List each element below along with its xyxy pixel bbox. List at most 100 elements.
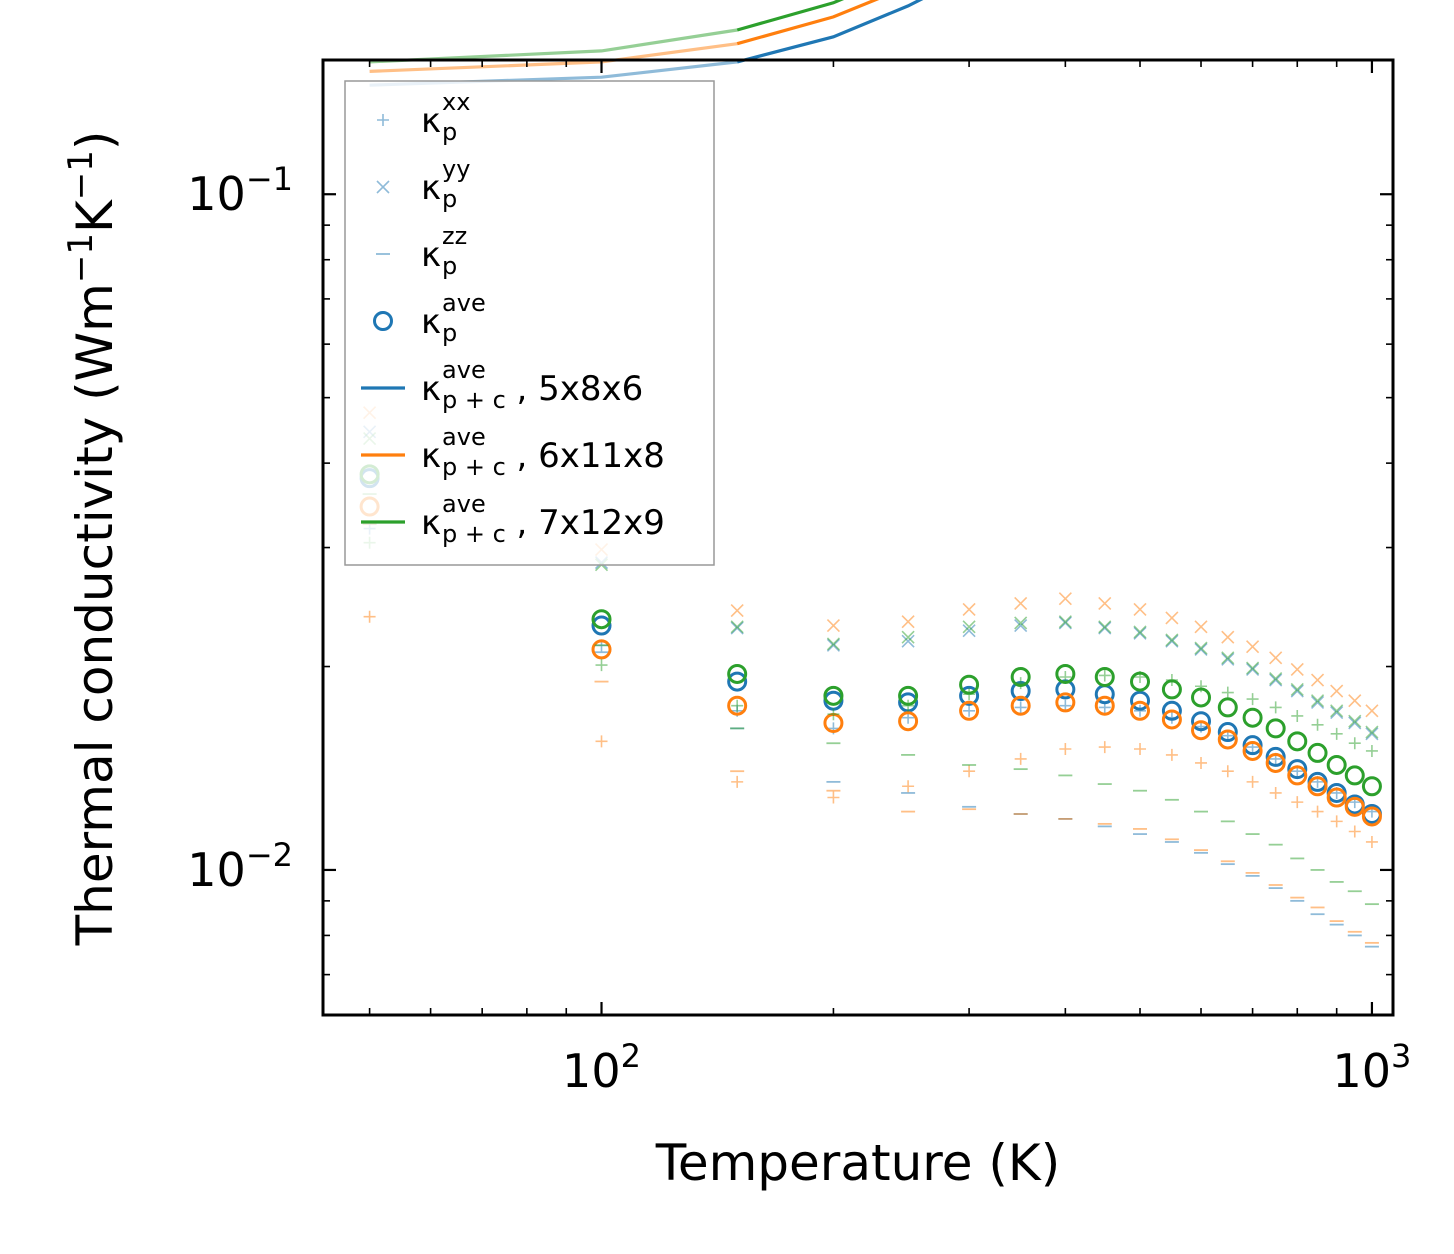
point-kyy-6x11x8-400K-shape — [1058, 592, 1072, 606]
point-kxx-7x12x9-1000K — [1365, 744, 1378, 757]
point-kyy-7x12x9-700K-shape — [1246, 661, 1260, 675]
point-kave-7x12x9-400K — [1055, 663, 1076, 684]
point-kyy-7x12x9-800K-shape — [1290, 682, 1304, 696]
point-kave-7x12x9-250K — [898, 685, 919, 706]
point-kave-5x8x6-300K-shape — [959, 685, 980, 706]
point-kave-6x11x8-600K-shape — [1191, 720, 1212, 741]
point-kave-6x11x8-100K-shape — [591, 639, 612, 660]
point-kxx-6x11x8-500K — [1134, 743, 1147, 756]
point-kave-7x12x9-900K — [1326, 754, 1347, 775]
legend-superscript: ave — [442, 356, 486, 384]
point-kxx-7x12x9-150K-shape — [731, 699, 744, 712]
point-kxx-7x12x9-100K-shape — [595, 659, 608, 672]
point-kyy-7x12x9-300K — [962, 620, 976, 634]
point-kxx-7x12x9-700K — [1246, 693, 1259, 706]
point-kyy-7x12x9-550K — [1165, 633, 1179, 647]
legend-subscript: p + c — [442, 453, 506, 481]
point-kave-7x12x9-450K — [1094, 666, 1115, 687]
point-kxx-7x12x9-150K — [731, 699, 744, 712]
point-kave-5x8x6-550K — [1161, 700, 1182, 721]
point-kyy-6x11x8-900K-shape — [1330, 684, 1344, 698]
point-kxx-6x11x8-550K-shape — [1165, 748, 1178, 761]
legend-label: κyy p — [421, 155, 470, 213]
point-kyy-7x12x9-150K — [730, 620, 744, 634]
point-kyy-6x11x8-500K — [1133, 602, 1147, 616]
point-kave-5x8x6-750K — [1265, 746, 1286, 767]
point-kxx-6x11x8-1000K — [1365, 835, 1378, 848]
point-kyy-6x11x8-650K-shape — [1221, 630, 1235, 644]
point-kxx-7x12x9-800K-shape — [1291, 709, 1304, 722]
point-kxx-7x12x9-800K — [1291, 709, 1304, 722]
y-label-exp2: −1 — [61, 150, 101, 200]
point-kave-6x11x8-500K — [1130, 700, 1151, 721]
point-kave-7x12x9-300K-shape — [959, 674, 980, 695]
point-kyy-7x12x9-900K — [1330, 704, 1344, 718]
point-kxx-6x11x8-850K-shape — [1311, 805, 1324, 818]
point-kxx-7x12x9-200K-shape — [827, 708, 840, 721]
point-kxx-6x11x8-600K-shape — [1195, 756, 1208, 769]
point-kyy-5x8x6-150K — [730, 621, 744, 635]
point-kyy-5x8x6-550K-shape — [1165, 634, 1179, 648]
point-kxx-7x12x9-950K — [1348, 737, 1361, 750]
point-kave-5x8x6-800K — [1287, 759, 1308, 780]
point-kyy-5x8x6-1000K-shape — [1365, 727, 1379, 741]
point-kyy-6x11x8-650K — [1221, 630, 1235, 644]
point-kxx-6x11x8-50K-shape — [363, 610, 376, 623]
point-kyy-6x11x8-1000K — [1365, 704, 1379, 718]
point-kave-5x8x6-800K-shape — [1287, 759, 1308, 780]
point-kyy-5x8x6-250K — [901, 634, 915, 648]
point-kave-6x11x8-500K-shape — [1130, 700, 1151, 721]
point-kyy-5x8x6-400K-shape — [1058, 616, 1072, 630]
legend-symbol: κ — [421, 235, 441, 275]
point-kyy-5x8x6-650K-shape — [1221, 652, 1235, 666]
point-kyy-6x11x8-950K — [1348, 694, 1362, 708]
point-kave-6x11x8-450K — [1094, 695, 1115, 716]
point-kxx-6x11x8-900K — [1330, 815, 1343, 828]
point-kyy-5x8x6-600K — [1194, 642, 1208, 657]
point-kyy-5x8x6-900K-shape — [1330, 705, 1344, 720]
point-kyy-5x8x6-1000K — [1365, 727, 1379, 741]
legend-superscript: zz — [442, 222, 467, 250]
legend-subscript: p + c — [442, 520, 506, 548]
point-kxx-6x11x8-850K — [1311, 805, 1324, 818]
point-kave-7x12x9-400K-shape — [1055, 663, 1076, 684]
point-kyy-5x8x6-450K-shape — [1098, 621, 1112, 635]
point-kyy-6x11x8-850K-shape — [1310, 673, 1325, 687]
y-label-mid: K — [66, 199, 124, 233]
point-kyy-6x11x8-700K-shape — [1246, 640, 1260, 654]
point-kave-7x12x9-1000K-shape — [1361, 776, 1382, 797]
point-kave-7x12x9-600K — [1191, 687, 1212, 708]
point-kyy-7x12x9-450K — [1098, 620, 1112, 634]
plot-frame — [321, 58, 1395, 1017]
point-kxx-6x11x8-1000K-shape — [1365, 835, 1378, 848]
point-kave-5x8x6-550K-shape — [1161, 700, 1182, 721]
point-kyy-5x8x6-550K — [1165, 634, 1179, 648]
point-kyy-5x8x6-600K-shape — [1194, 642, 1208, 657]
y-tick-base: 10 — [187, 843, 246, 897]
point-kxx-6x11x8-350K-shape — [1014, 752, 1027, 765]
legend-entry-3: κzz p — [376, 222, 467, 280]
legend-subscript: p — [442, 118, 457, 146]
point-kave-5x8x6-650K — [1217, 722, 1238, 743]
point-kyy-7x12x9-700K — [1246, 661, 1260, 675]
legend-label: κave p — [421, 289, 486, 347]
point-kyy-5x8x6-500K-shape — [1133, 626, 1147, 640]
point-kyy-6x11x8-600K-shape — [1194, 620, 1208, 634]
point-kave-6x11x8-900K — [1326, 787, 1347, 808]
legend-superscript: yy — [442, 155, 470, 183]
point-kyy-5x8x6-250K-shape — [901, 634, 915, 648]
point-kxx-6x11x8-400K — [1059, 743, 1072, 756]
point-kxx-7x12x9-200K — [827, 708, 840, 721]
point-kxx-6x11x8-450K-shape — [1098, 741, 1111, 754]
point-kyy-7x12x9-850K-shape — [1310, 694, 1325, 708]
legend-cross-swatch — [376, 180, 390, 194]
point-kyy-7x12x9-300K-shape — [962, 620, 976, 634]
x-tick-label: 103 — [1332, 1037, 1411, 1098]
point-kave-6x11x8-150K — [727, 695, 748, 716]
point-kave-7x12x9-350K-shape — [1010, 666, 1031, 687]
legend-subscript: p + c — [442, 386, 506, 414]
y-tick-base: 10 — [187, 167, 246, 221]
